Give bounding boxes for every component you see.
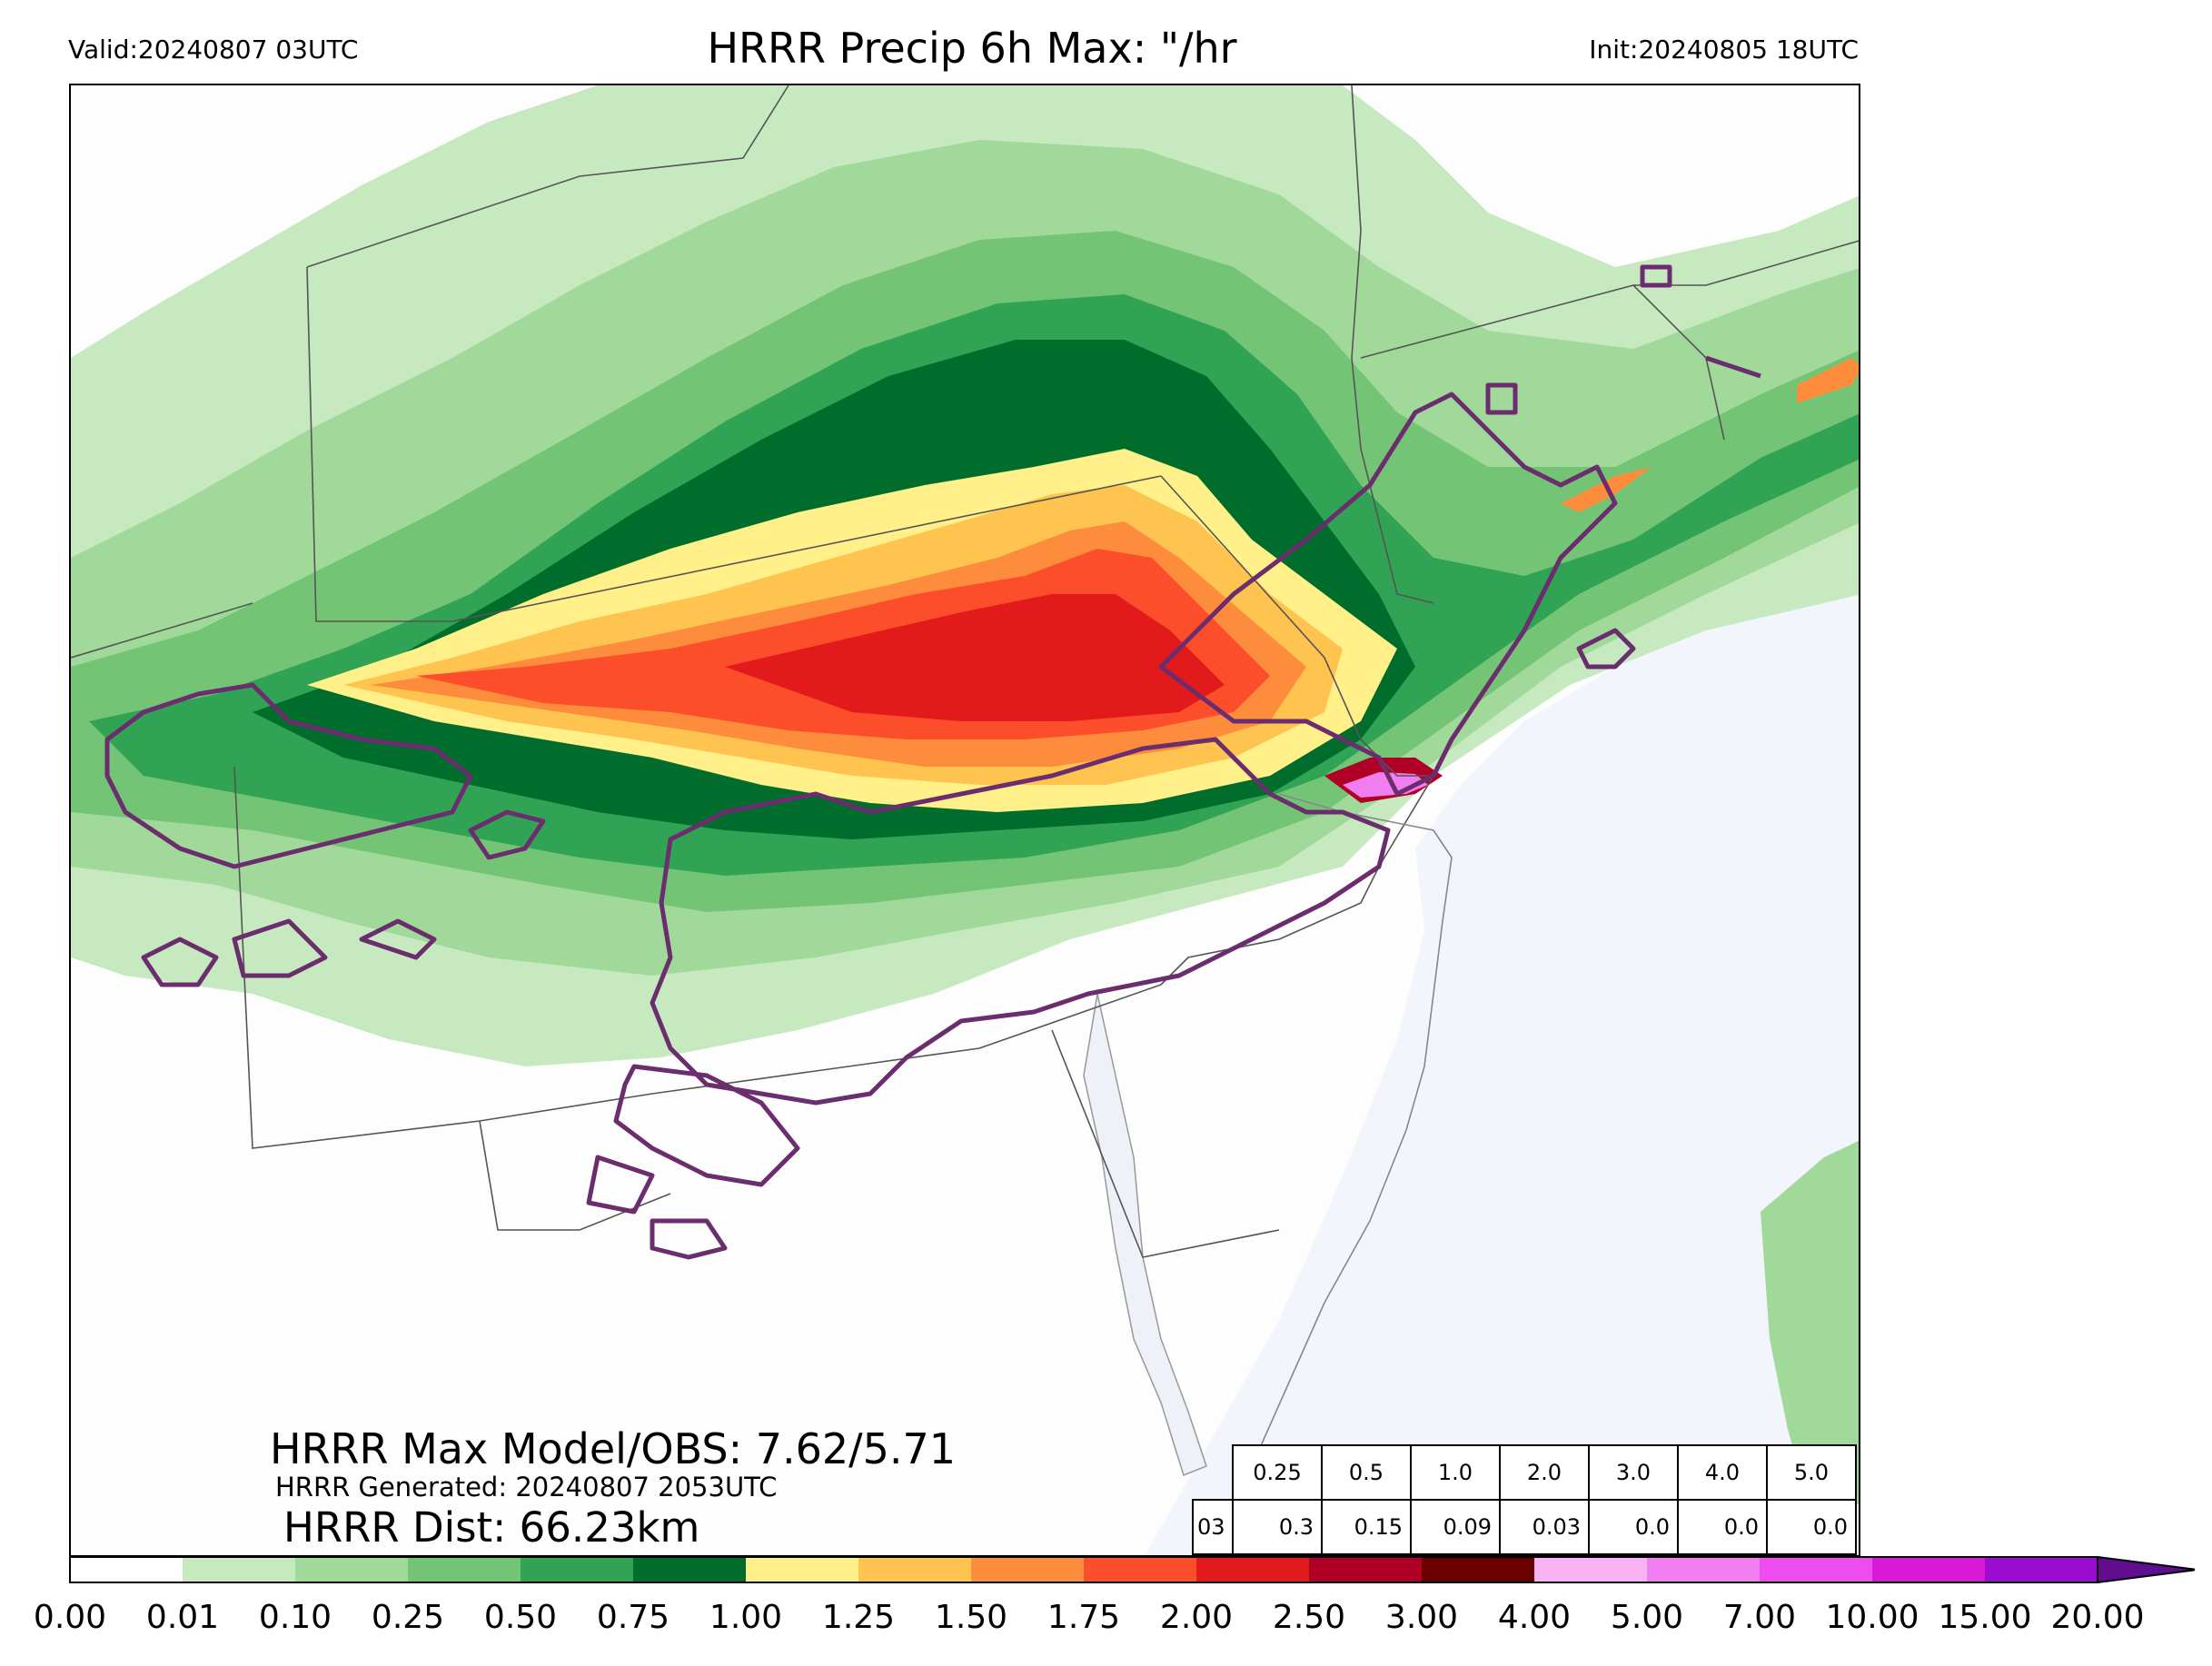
state-borders xyxy=(71,85,1859,1258)
threshold-value-cell: 0.15 xyxy=(1321,1499,1412,1555)
colorbar-segment xyxy=(1084,1557,1196,1582)
colorbar-segment xyxy=(408,1557,521,1582)
colorbar-segment xyxy=(971,1557,1084,1582)
precip-se-light xyxy=(1761,1140,1859,1521)
colorbar-segment xyxy=(70,1557,183,1582)
threshold-table: 0.25 0.5 1.0 2.0 3.0 4.0 5.0 03 0.3 0.15 0.09 0.03 0… xyxy=(1192,1444,1860,1557)
colorbar-tick-label: 15.00 xyxy=(1938,1599,2032,1636)
colorbar-outline xyxy=(69,1556,2098,1583)
threshold-header-cell: 1.0 xyxy=(1410,1444,1501,1501)
colorbar-tick-label: 0.25 xyxy=(371,1599,445,1636)
colorbar xyxy=(69,1555,2195,1584)
colorbar-tick-label: 0.00 xyxy=(33,1599,107,1636)
colorbar-segment xyxy=(1534,1557,1647,1582)
colorbar-tick-label: 7.00 xyxy=(1722,1599,1797,1636)
coastline xyxy=(1215,793,1453,1540)
colorbar-segment xyxy=(1309,1557,1422,1582)
threshold-value-cell: 0.3 xyxy=(1232,1499,1323,1555)
threshold-value-cell: 0.0 xyxy=(1677,1499,1768,1555)
threshold-header-cell: 2.0 xyxy=(1499,1444,1590,1501)
colorbar-segment xyxy=(858,1557,971,1582)
threshold-row-label: 03 xyxy=(1192,1499,1234,1555)
threshold-header-cell: 5.0 xyxy=(1766,1444,1857,1501)
colorbar-segment xyxy=(1760,1557,1872,1582)
colorbar-tick-label: 4.00 xyxy=(1497,1599,1572,1636)
threshold-header-cell: 0.5 xyxy=(1321,1444,1412,1501)
precip-ne-band xyxy=(1561,358,1859,512)
threshold-value-cell: 0.0 xyxy=(1766,1499,1857,1555)
threshold-value-cell: 0.0 xyxy=(1588,1499,1679,1555)
colorbar-tick-label: 3.00 xyxy=(1384,1599,1459,1636)
colorbar-tick-label: 0.50 xyxy=(483,1599,558,1636)
colorbar-tick-label: 0.10 xyxy=(258,1599,332,1636)
colorbar-extend-arrow xyxy=(2097,1555,2195,1584)
threshold-value-cell: 0.03 xyxy=(1499,1499,1590,1555)
colorbar-segment xyxy=(1985,1557,2098,1582)
colorbar-segment xyxy=(1422,1557,1534,1582)
colorbar-segment xyxy=(183,1557,295,1582)
colorbar-tick-label: 20.00 xyxy=(2050,1599,2145,1636)
colorbar-tick-label: 10.00 xyxy=(1825,1599,1919,1636)
colorbar-segment xyxy=(1647,1557,1760,1582)
colorbar-segment xyxy=(1196,1557,1309,1582)
atlantic-ocean xyxy=(1145,541,1859,1555)
valid-time-label: Valid:20240807 03UTC xyxy=(68,35,359,64)
colorbar-tick-label: 1.25 xyxy=(821,1599,896,1636)
colorbar-segment xyxy=(521,1557,633,1582)
colorbar-tick-label: 1.00 xyxy=(709,1599,783,1636)
colorbar-segment xyxy=(295,1557,408,1582)
threshold-header-cell: 4.0 xyxy=(1677,1444,1768,1501)
obs-contours xyxy=(104,264,1761,1260)
colorbar-segment xyxy=(1872,1557,1985,1582)
generated-time: HRRR Generated: 20240807 2053UTC xyxy=(275,1472,778,1502)
colorbar-segment xyxy=(746,1557,858,1582)
init-time-label: Init:20240805 18UTC xyxy=(1589,35,1859,64)
chesapeake-bay xyxy=(1083,993,1207,1476)
max-model-obs: HRRR Max Model/OBS: 7.62/5.71 xyxy=(270,1424,957,1473)
distance-label: HRRR Dist: 66.23km xyxy=(283,1503,700,1552)
colorbar-segment xyxy=(633,1557,746,1582)
colorbar-tick-label: 2.00 xyxy=(1159,1599,1234,1636)
colorbar-tick-label: 1.75 xyxy=(1046,1599,1121,1636)
precip-2.00 xyxy=(725,594,1225,721)
map-title: HRRR Precip 6h Max: "/hr xyxy=(707,24,1237,73)
colorbar-tick-label: 2.50 xyxy=(1272,1599,1346,1636)
colorbar-tick-label: 0.75 xyxy=(596,1599,670,1636)
threshold-header-cell: 0.25 xyxy=(1232,1444,1323,1501)
precip-map xyxy=(69,84,1860,1557)
colorbar-tick-label: 5.00 xyxy=(1610,1599,1684,1636)
colorbar-tick-label: 1.50 xyxy=(934,1599,1008,1636)
map-canvas xyxy=(71,85,1859,1555)
threshold-header-cell: 3.0 xyxy=(1588,1444,1679,1501)
threshold-value-cell: 0.09 xyxy=(1410,1499,1501,1555)
colorbar-tick-label: 0.01 xyxy=(145,1599,220,1636)
